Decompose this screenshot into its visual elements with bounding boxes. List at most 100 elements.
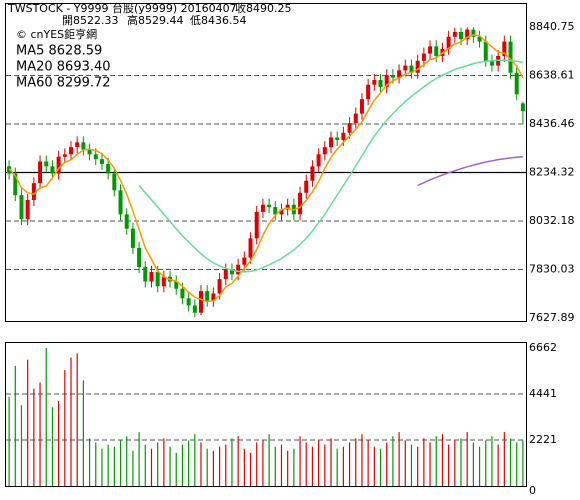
candle-body [489,60,494,66]
candle-body [359,99,364,114]
candle-body [520,103,525,112]
marks [7,27,525,486]
candle-body [180,288,185,299]
candle-body [137,247,142,268]
candle-body [403,65,408,71]
candle-body [341,132,346,140]
candle-body [112,173,117,191]
legend-entry: MA5 8628.59 [16,44,102,59]
candle-body [254,211,259,239]
candle-body [279,209,284,215]
candle-body [143,267,148,282]
candle-body [372,79,377,85]
close-label: 收8490.25 [235,1,292,15]
candle-body [304,180,309,193]
y-tick-label: 8638.61 [529,68,575,81]
candle-body [260,204,265,212]
candle-body [248,238,253,258]
candle-body [50,166,55,174]
candle-body [38,161,43,184]
y-tick-label: 7830.03 [529,263,575,276]
candle-body [205,291,210,301]
y-tick-label: 8840.75 [529,20,575,33]
candle-body [378,79,383,88]
grid [6,74,526,441]
candle-body [99,159,104,164]
candle-body [75,142,80,148]
candle-body [384,75,389,88]
candle-body [366,84,371,100]
candle-body [81,142,86,150]
ma-line [417,156,523,187]
y-tick-label: 8436.46 [529,117,575,130]
candle-body [353,113,358,124]
candle-body [69,147,73,155]
candle-body [130,228,135,248]
candle-body [44,161,49,167]
candle-body [452,31,457,37]
candle-body [310,166,315,181]
y-tick-label: 8234.32 [529,166,575,179]
candle-body [508,41,513,73]
high-label: 高8529.44 [127,13,184,27]
volume-tick-label: 0 [529,484,536,497]
candle-body [471,29,476,37]
candle-body [19,195,24,220]
volume-tick-label: 4441 [529,387,557,400]
candle-body [322,147,327,155]
candle-body [409,65,414,73]
ma-line [8,34,524,303]
candle-body [242,257,247,265]
candle-body [329,137,333,148]
candle-body [421,53,426,61]
candle-body [56,156,61,174]
legend-entry: MA20 8693.40 [16,60,111,75]
y-tick-label: 8032.18 [529,214,575,227]
candle-body [161,276,166,287]
ma-line [138,59,524,273]
candle-body [7,166,12,174]
candle-body [229,269,234,275]
candle-body [93,154,98,160]
volume-tick-label: 6662 [529,341,557,354]
y-tick-label: 7627.89 [529,311,575,324]
candle-body [267,204,272,208]
candle-body [428,46,433,54]
candle-body [483,41,488,61]
candle-body [446,36,451,49]
price-panel [5,3,527,322]
low-label: 低8436.54 [190,14,247,27]
candle-body [316,154,321,167]
chart-title: TWSTOCK - Y9999 台股(y9999) 20160407 [7,1,237,15]
candle-body [149,271,154,282]
candle-body [465,29,470,40]
candle-body [186,298,191,306]
candle-body [106,163,111,174]
candle-body [211,293,216,301]
candle-body [223,269,228,280]
candle-body [415,60,420,73]
candle-body [347,123,352,133]
volume-tick-label: 2221 [529,433,557,446]
candle-body [298,192,303,215]
candle-body [459,31,463,40]
candle-body [192,305,197,313]
candle-body [502,41,507,56]
candle-body [397,70,402,78]
candle-body [62,154,67,157]
candle-body [118,190,123,215]
candle-body [13,173,18,196]
candle-body [124,214,129,229]
candle-body [217,279,222,294]
candle-body [31,183,36,200]
candle-body [514,72,519,95]
candle-body [174,281,179,289]
candle-body [335,137,340,140]
candle-body [434,46,439,56]
candle-body [199,291,203,313]
candle-body [87,149,92,155]
open-label: 開8522.33 [62,14,119,27]
candle-body [273,207,278,215]
candle-body [25,199,30,220]
